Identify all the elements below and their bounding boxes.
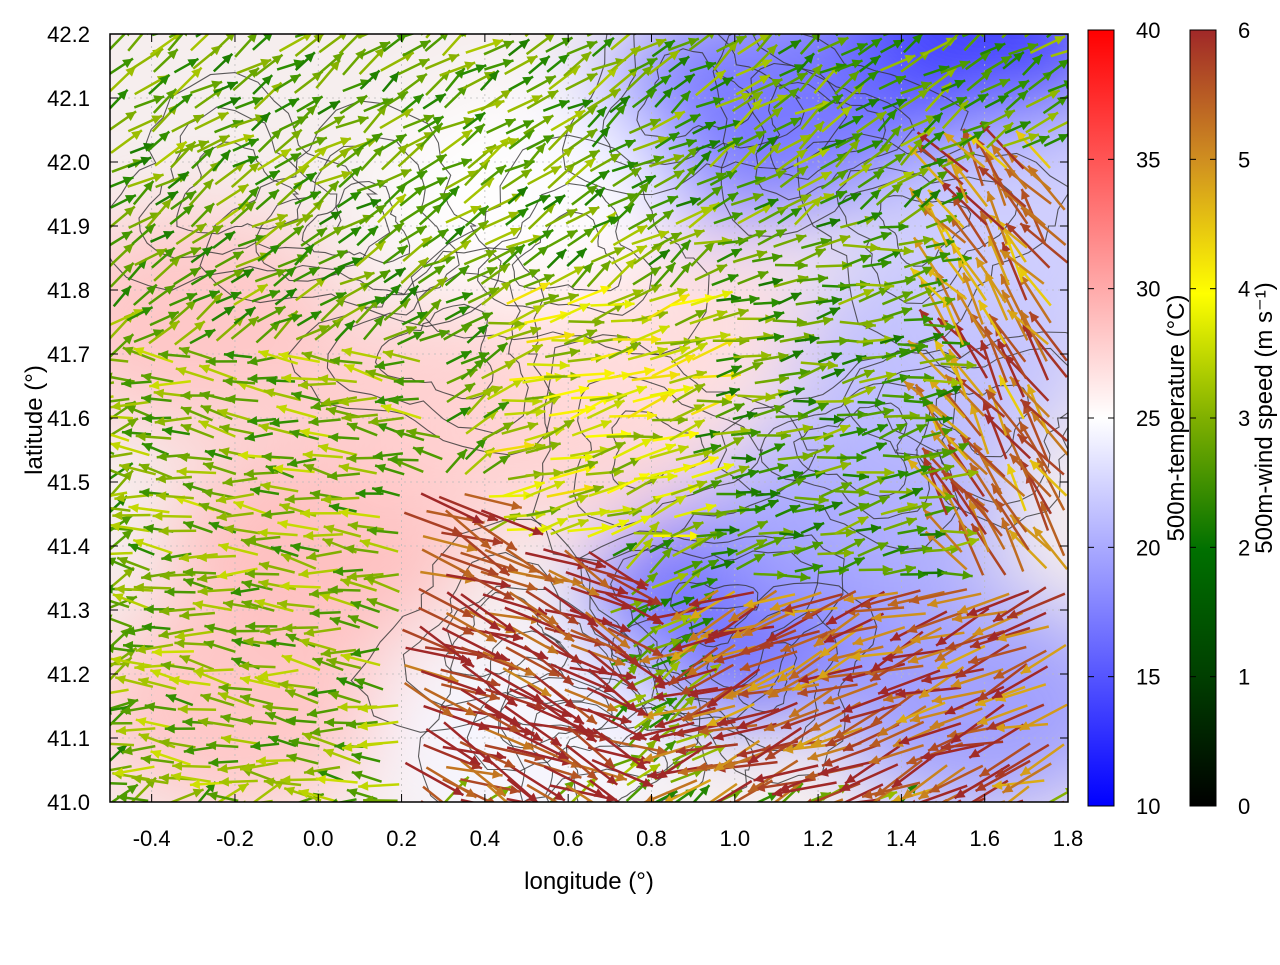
wind-arrow	[753, 19, 781, 35]
x-tick-label: 0.0	[303, 826, 334, 851]
y-tick-label: 41.0	[47, 790, 90, 815]
wind-arrow	[568, 9, 598, 32]
wind-arrow	[610, 19, 639, 34]
y-tick-label: 42.2	[47, 22, 90, 47]
wind-arrow	[421, 801, 471, 837]
wind-arrow	[690, 13, 711, 33]
wind-arrow	[74, 396, 113, 406]
wind-arrow	[902, 20, 936, 34]
wind-arrow	[547, 7, 569, 32]
colorbar-tick-label: 2	[1238, 535, 1250, 560]
y-tick-label: 41.5	[47, 470, 90, 495]
wind-arrow	[318, 8, 343, 38]
colorbar-tick-label: 15	[1136, 665, 1160, 690]
x-tick-label: 0.6	[553, 826, 584, 851]
colorbar-tick-label: 1	[1238, 665, 1250, 690]
temperature-colorbar-label: 500m-temperature (°C)	[1163, 294, 1190, 541]
wind-arrow	[340, 5, 365, 34]
wind-arrow	[778, 11, 802, 36]
wind-arrow	[822, 13, 841, 32]
wind-arrow	[77, 569, 110, 579]
colorbar-tick-label: 10	[1136, 794, 1160, 819]
wind-arrow	[210, 18, 246, 33]
y-axis-label: latitude (°)	[21, 365, 48, 475]
y-tick-label: 41.2	[47, 662, 90, 687]
wind-arrow	[131, 10, 159, 31]
wind-arrow	[656, 11, 676, 32]
x-tick-label: 1.2	[803, 826, 834, 851]
colorbar-tick-label: 6	[1238, 18, 1250, 43]
wind-arrow	[1069, 610, 1089, 633]
x-axis-label: longitude (°)	[524, 868, 654, 895]
wind-arrow	[444, 19, 476, 35]
colorbar-tick-label: 4	[1238, 277, 1250, 302]
wind-arrow	[1068, 64, 1091, 76]
wind-colorbar-label: 500m-wind speed (m s⁻¹)	[1251, 282, 1278, 553]
y-tick-label: 42.0	[47, 150, 90, 175]
x-tick-label: 1.4	[886, 826, 917, 851]
colorbar-tick-label: 40	[1136, 18, 1160, 43]
wind-arrow	[526, 801, 583, 826]
wind-arrow	[1072, 377, 1089, 396]
colorbar-tick-label: 5	[1238, 147, 1250, 172]
wind-arrow	[79, 382, 114, 392]
wind-arrow	[236, 13, 262, 33]
y-tick-label: 42.1	[47, 86, 90, 111]
temperature-colorbar: 10 15 20 25 30 35 40 500m-temperature (°C)	[1088, 18, 1190, 819]
wind-arrow	[923, 14, 946, 34]
wind-arrow	[951, 802, 1006, 818]
colorbar-tick-label: 30	[1136, 277, 1160, 302]
wind-arrow	[586, 802, 645, 827]
y-tick-label: 41.9	[47, 214, 90, 239]
x-tick-label: 0.2	[386, 826, 417, 851]
wind-arrow	[715, 19, 737, 32]
x-tick-label: -0.2	[216, 826, 254, 851]
wind-colorbar: 0 1 2 3 4 5 6 500m-wind speed (m s⁻¹)	[1190, 18, 1278, 819]
wind-arrow	[861, 16, 885, 33]
x-tick-label: 1.8	[1053, 826, 1084, 851]
x-tick-label: 1.0	[719, 826, 750, 851]
wind-arrow	[836, 16, 853, 35]
wind-arrow	[988, 9, 1010, 35]
wind-arrow	[963, 801, 1024, 822]
wind-arrow	[107, 7, 134, 35]
colorbar-tick-label: 0	[1238, 794, 1250, 819]
wind-arrow	[82, 773, 110, 783]
colorbar-tick-label: 20	[1136, 535, 1160, 560]
wind-arrow	[509, 21, 533, 34]
wind-arrow	[1068, 262, 1089, 285]
wind-arrow	[801, 18, 825, 34]
wind-arrow	[671, 22, 694, 33]
wind-arrow	[488, 20, 525, 33]
wind-arrow	[1068, 739, 1089, 761]
y-tick-label: 41.8	[47, 278, 90, 303]
wind-arrow	[739, 11, 760, 35]
x-tick-label: 0.4	[470, 826, 501, 851]
wind-arrow	[940, 16, 976, 31]
y-tick-label: 41.6	[47, 406, 90, 431]
wind-arrow	[526, 10, 553, 37]
colorbar-tick-label: 35	[1136, 147, 1160, 172]
x-tick-label: 1.6	[969, 826, 1000, 851]
x-tick-label: -0.4	[133, 826, 171, 851]
y-tick-label: 41.7	[47, 342, 90, 367]
colorbar-tick-label: 3	[1238, 406, 1250, 431]
y-tick-label: 41.1	[47, 726, 90, 751]
wind-arrow	[256, 17, 276, 33]
colorbar-tick-label: 25	[1136, 406, 1160, 431]
wind-arrow	[635, 6, 662, 34]
wind-arrow	[1008, 802, 1065, 818]
wind-arrow	[280, 20, 309, 33]
y-tick-label: 41.3	[47, 598, 90, 623]
y-tick-label: 41.4	[47, 534, 90, 559]
wind-arrow	[880, 801, 925, 829]
wind-arrow	[381, 18, 405, 33]
x-tick-label: 0.8	[636, 826, 667, 851]
